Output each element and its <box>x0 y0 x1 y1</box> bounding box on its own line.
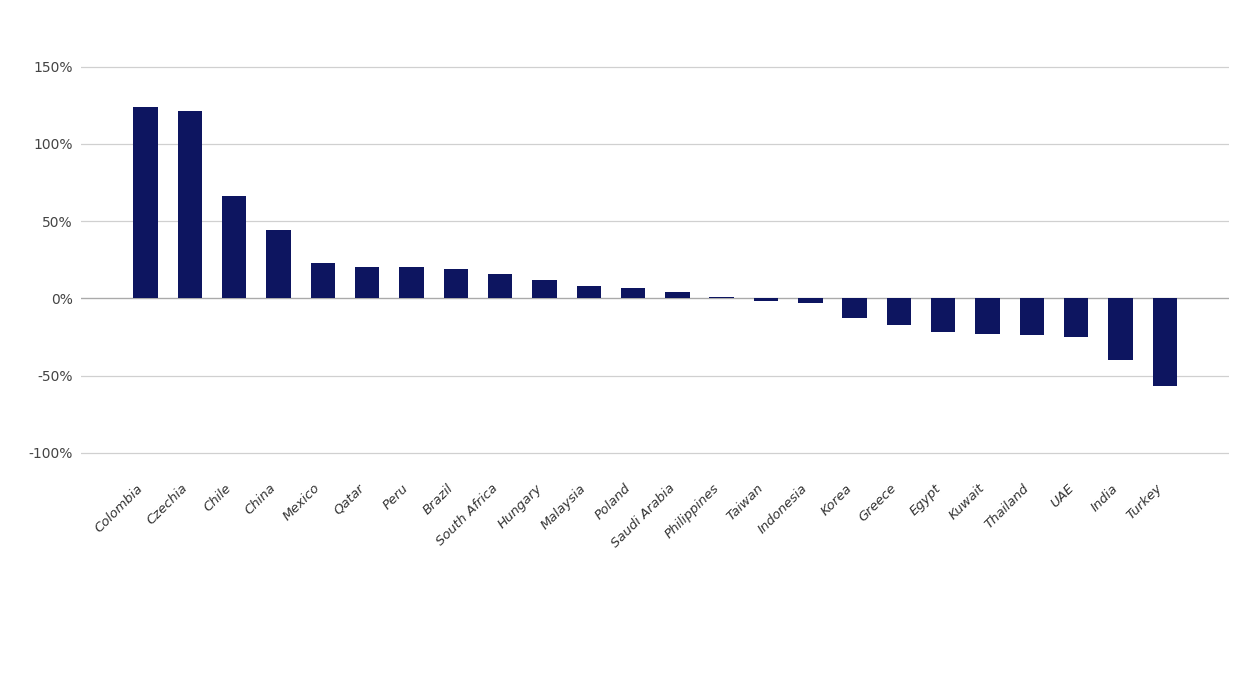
Bar <box>266 230 291 298</box>
Bar <box>399 267 423 298</box>
Bar <box>1108 298 1133 360</box>
Bar <box>222 197 246 298</box>
Bar <box>799 298 822 303</box>
Bar <box>842 298 867 318</box>
Bar <box>177 111 202 298</box>
Bar <box>976 298 1000 334</box>
Bar <box>665 292 690 298</box>
Bar <box>887 298 911 325</box>
Bar <box>1065 298 1088 337</box>
Bar <box>710 297 734 298</box>
Bar <box>134 107 157 298</box>
Bar <box>354 267 379 298</box>
Bar <box>488 274 512 298</box>
Bar <box>1153 298 1177 386</box>
Bar <box>620 288 645 298</box>
Bar <box>1020 298 1045 335</box>
Bar <box>443 269 468 298</box>
Bar <box>577 286 600 298</box>
Bar <box>754 298 779 302</box>
Bar <box>931 298 956 332</box>
Bar <box>532 280 557 298</box>
Bar <box>311 262 334 298</box>
